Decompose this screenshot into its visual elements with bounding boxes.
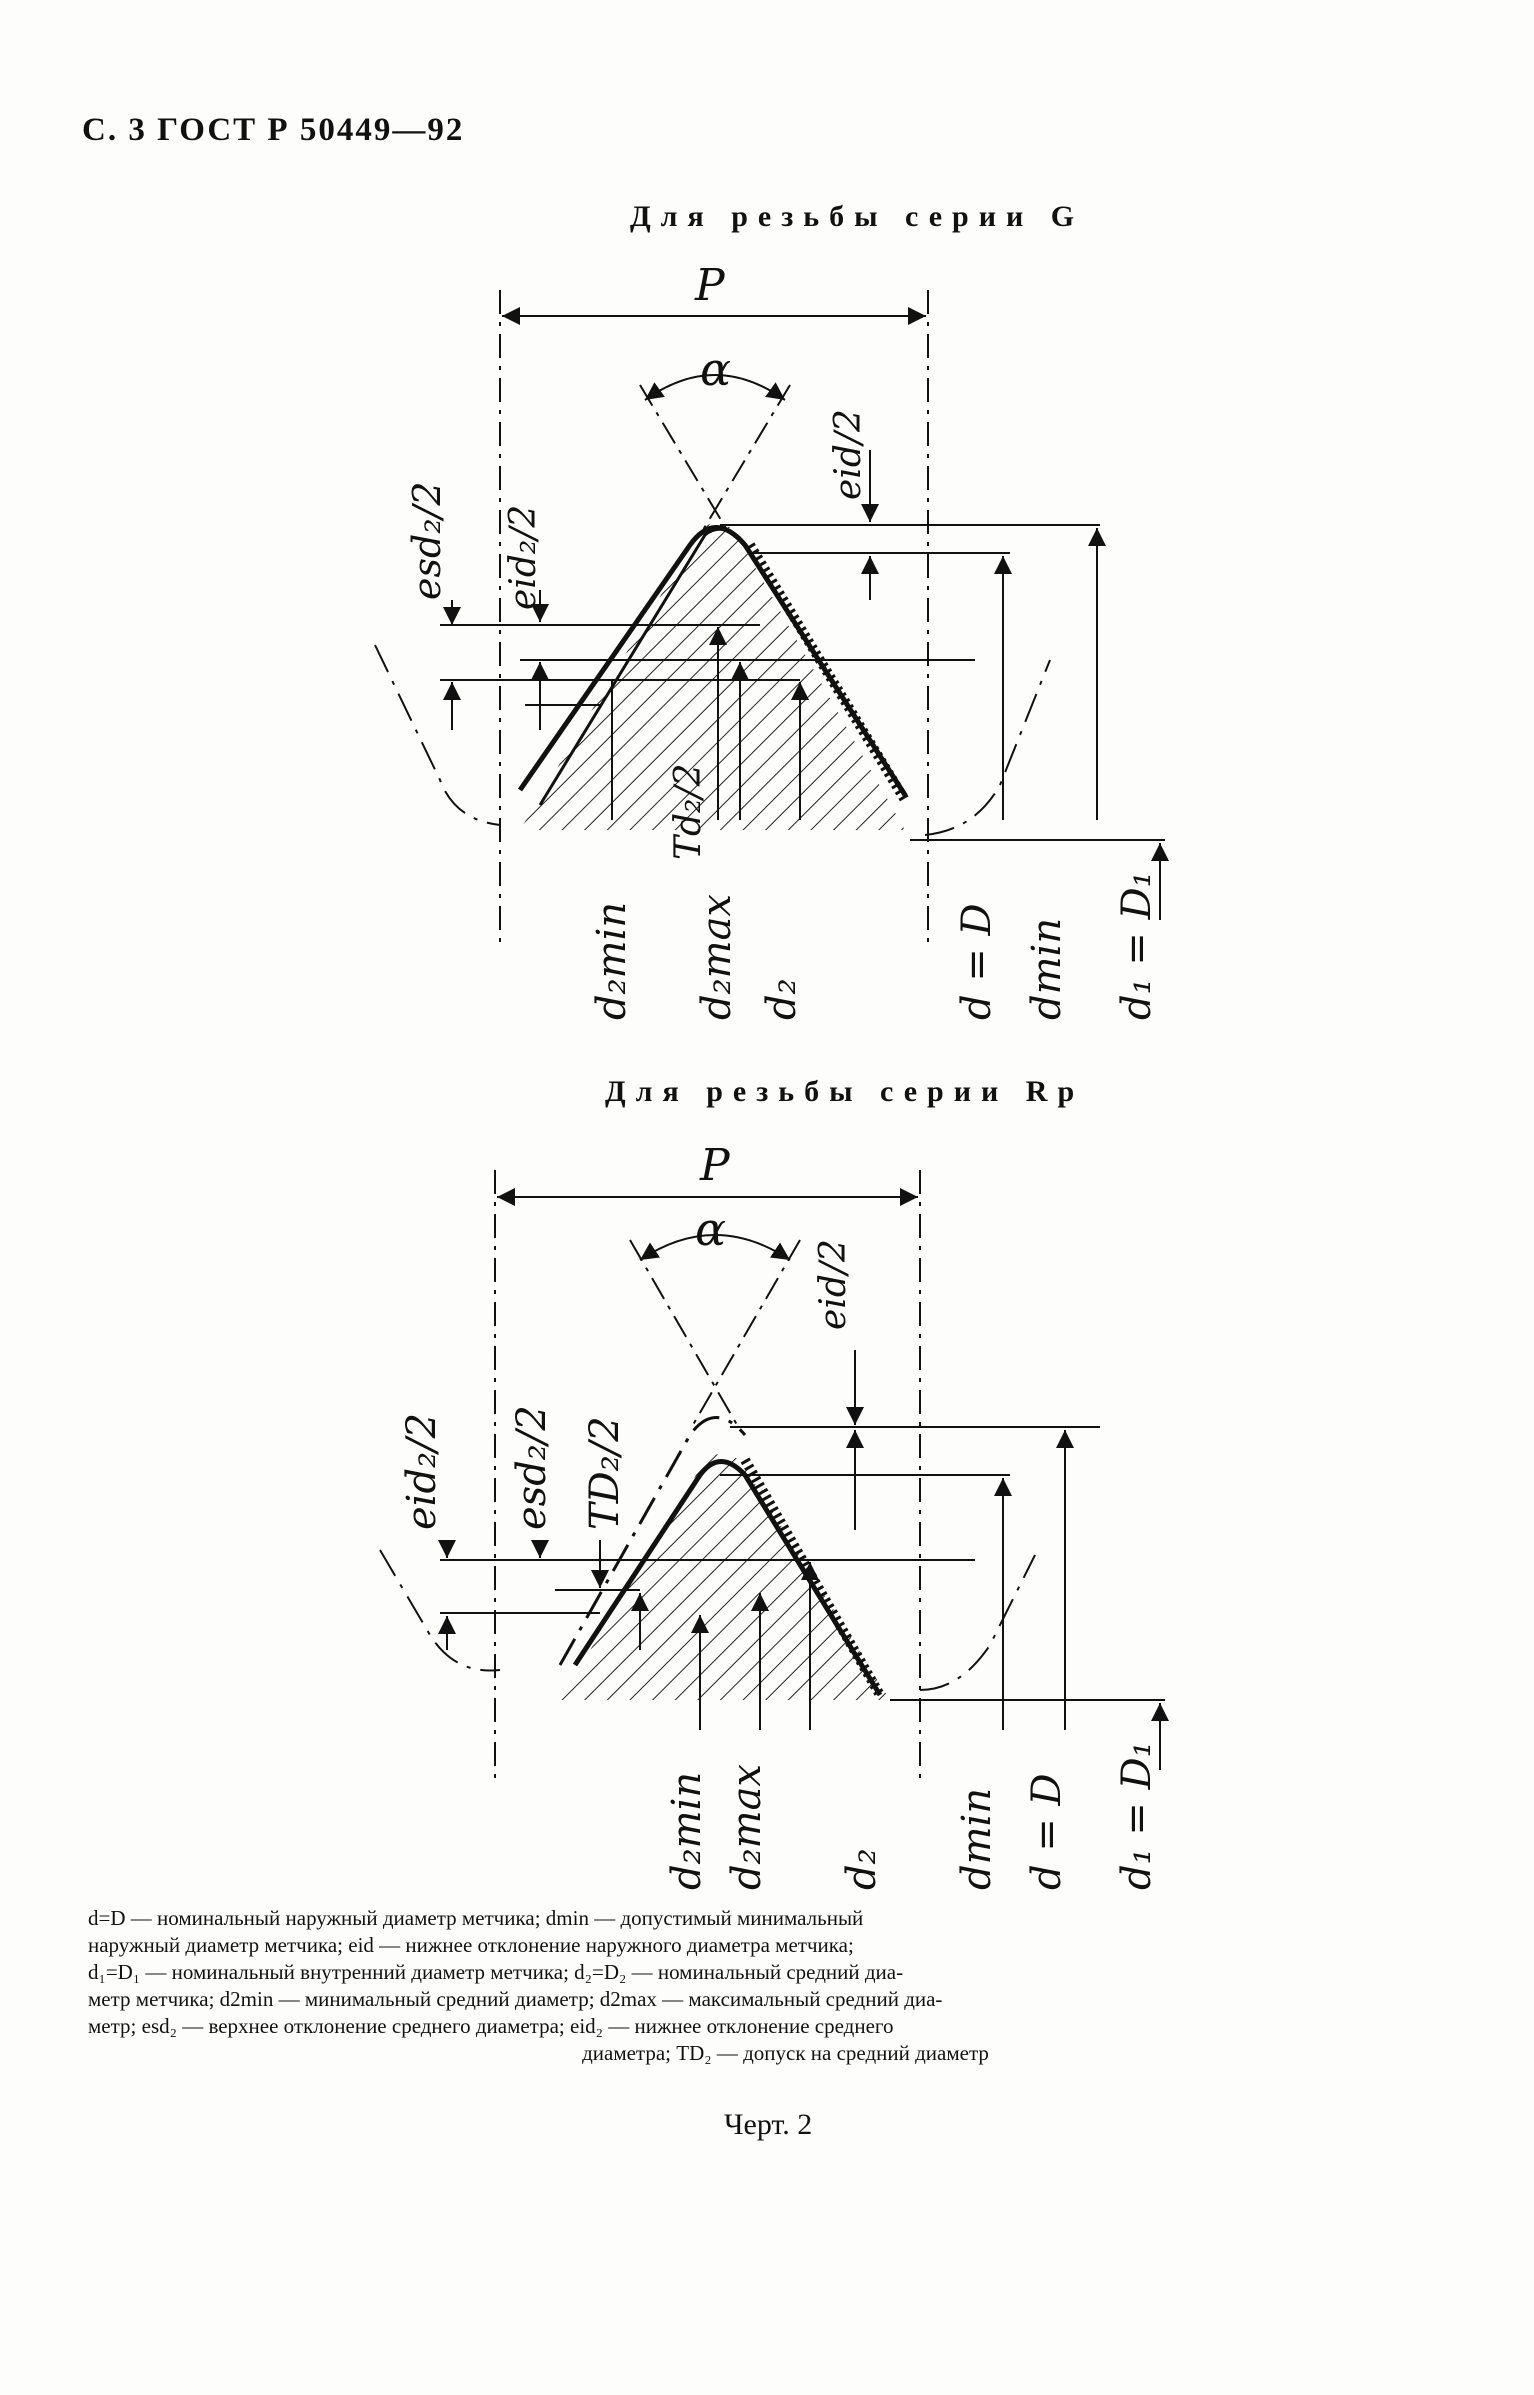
label-d-eq-D: d = D (1024, 1773, 1070, 1890)
legend-line: метр; esd₂ — верхнее отклонение среднего… (88, 2014, 894, 2038)
mating-left (379, 1549, 501, 1672)
label-dmin: dmin (1024, 918, 1070, 1020)
label-eid2: eid₂/2 (503, 505, 544, 610)
mating-right (919, 1554, 1036, 1691)
label-eid2: eid₂/2 (399, 1413, 445, 1530)
label-esd2: esd₂/2 (405, 481, 449, 600)
label-alpha: α (695, 1202, 726, 1256)
series-g-title: Для резьбы серии G (630, 200, 1085, 233)
label-esd2: esd₂/2 (509, 1405, 555, 1530)
label-p: P (699, 1140, 731, 1191)
thread-profile-rp: P α eid/2 eid₂/2 esd₂/2 TD₂/2 d₂min d₂ma… (379, 1140, 1169, 1890)
legend-line: d=D — номинальный наружный диаметр метчи… (88, 1906, 864, 1930)
label-d2max: d₂max (724, 1764, 770, 1890)
legend-line: диаметра; TD₂ — допуск на средний диамет… (582, 2041, 989, 2065)
page-header: С. 3 ГОСТ Р 50449—92 (82, 112, 465, 148)
mating-left (374, 644, 501, 826)
label-p: P (694, 260, 726, 311)
label-eid: eid/2 (828, 409, 869, 500)
alpha-arc (644, 374, 786, 401)
label-d2: d₂ (839, 1848, 885, 1890)
label-d1-eq-D1: d₁ = D₁ (1114, 1741, 1160, 1890)
label-td2: TD₂/2 (582, 1416, 628, 1530)
thread-profile-g: P α eid/2 esd₂/2 eid₂/2 Td₂/2 d₂min d₂ma… (374, 260, 1169, 1020)
label-d-eq-D: d = D (954, 903, 1000, 1020)
profile-upper (538, 527, 741, 806)
label-eid: eid/2 (813, 1239, 854, 1330)
legend-line: наружный диаметр метчика; eid — нижнее о… (88, 1933, 854, 1957)
thread-body (560, 1454, 890, 1700)
profile-outline (517, 525, 908, 797)
label-d1-eq-D1: d₁ = D₁ (1114, 871, 1160, 1020)
label-dmin: dmin (954, 1788, 1000, 1890)
thread-body (520, 523, 905, 830)
label-alpha: α (700, 342, 731, 396)
label-td2: Td₂/2 (668, 763, 709, 860)
label-d2max: d₂max (694, 894, 740, 1020)
legend-line: d₁=D₁ — номинальный внутренний диаметр м… (88, 1960, 904, 1984)
label-d2min: d₂min (664, 1772, 710, 1890)
figure-caption: Черт. 2 (724, 2108, 813, 2141)
serrated-edge (745, 542, 910, 803)
profile-outer (558, 1416, 747, 1666)
legend: d=D — номинальный наружный диаметр метчи… (88, 1905, 1483, 2067)
legend-line: метр метчика; d2min — минимальный средни… (88, 1987, 943, 2011)
label-d2min: d₂min (589, 902, 635, 1020)
mating-right (924, 659, 1051, 836)
label-d2: d₂ (759, 978, 805, 1020)
series-rp-title: Для резьбы серии Rp (605, 1075, 1085, 1108)
alpha-arc (639, 1234, 791, 1261)
